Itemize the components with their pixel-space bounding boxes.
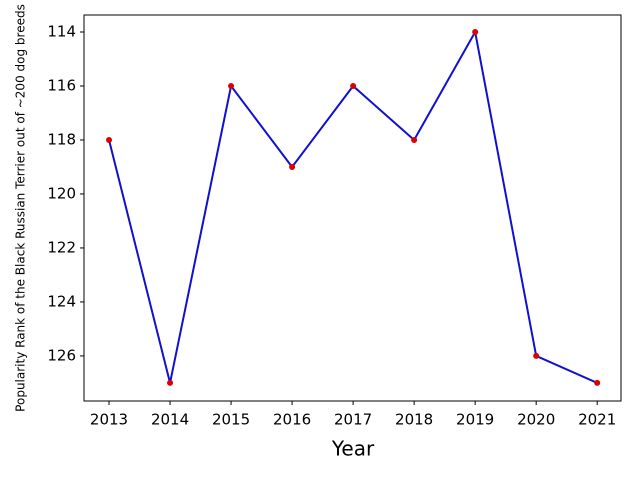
point	[594, 379, 601, 386]
point	[533, 352, 540, 359]
point	[106, 136, 113, 143]
point	[350, 82, 357, 89]
x-tick-label: 2021	[578, 411, 616, 429]
x-axis-label: Year	[331, 437, 375, 461]
x-tick-label: 2017	[334, 411, 372, 429]
y-tick-label: 120	[47, 184, 76, 202]
point	[472, 29, 479, 36]
y-tick-label: 114	[47, 23, 76, 41]
x-tick-label: 2020	[517, 411, 555, 429]
x-tick-label: 2019	[456, 411, 494, 429]
point	[167, 379, 174, 386]
x-tick-label: 2018	[395, 411, 433, 429]
x-tick-label: 2013	[90, 411, 128, 429]
x-tick-label: 2015	[212, 411, 250, 429]
y-axis-label: Popularity Rank of the Black Russian Ter…	[14, 4, 28, 412]
y-tick-label: 116	[47, 76, 76, 94]
y-tick-label: 124	[47, 292, 76, 310]
point	[411, 136, 418, 143]
y-tick-label: 126	[47, 346, 76, 364]
plot-frame	[83, 14, 622, 402]
point	[289, 163, 296, 170]
y-tick-label: 122	[47, 238, 76, 256]
x-tick-label: 2016	[273, 411, 311, 429]
x-tick-label: 2014	[151, 411, 189, 429]
point	[228, 82, 235, 89]
y-tick-label: 118	[47, 130, 76, 148]
